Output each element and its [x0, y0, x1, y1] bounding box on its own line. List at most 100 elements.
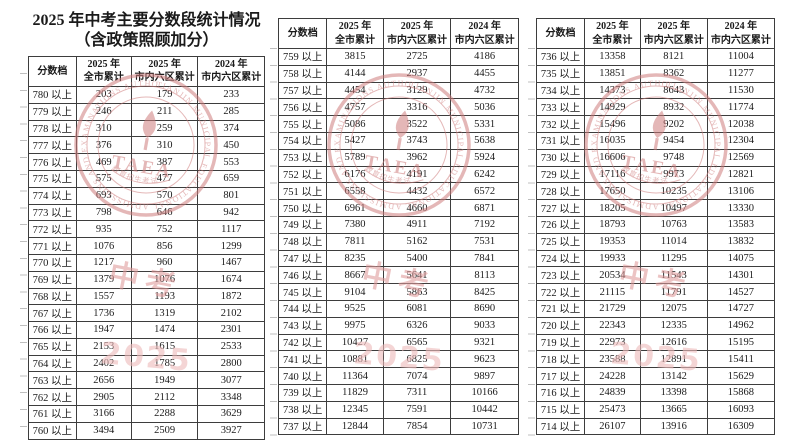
- table-row: 746 以上 8667 5641 8113: [277, 266, 519, 285]
- table-row: 718 以上 23588 12891 15411: [535, 350, 776, 369]
- score-threshold-cell: 719 以上: [535, 333, 586, 352]
- cumulative-count-cell: 4757: [326, 98, 384, 117]
- table-row: 760 以上 3494 2509 3927: [28, 421, 265, 440]
- score-threshold-cell: 764 以上: [28, 354, 77, 373]
- row-line-marks: [20, 73, 27, 429]
- cumulative-count-cell: 11774: [706, 98, 776, 117]
- table-row: 753 以上 5789 3962 5924: [277, 148, 519, 167]
- header-line: 2025 年: [87, 59, 121, 71]
- cumulative-count-cell: 7591: [382, 400, 452, 419]
- cumulative-count-cell: 13851: [584, 64, 641, 83]
- cumulative-count-cell: 5789: [326, 148, 384, 167]
- header-line: 2025 年: [400, 21, 434, 33]
- score-table-1: 分数档 2025 年全市累计 2025 年市内六区累计 2024 年市内六区累计…: [28, 55, 265, 440]
- cumulative-count-cell: 9321: [450, 333, 519, 352]
- cumulative-count-cell: 179: [130, 85, 199, 104]
- cumulative-count-cell: 2102: [197, 304, 265, 323]
- cumulative-count-cell: 11829: [326, 383, 384, 402]
- cumulative-count-cell: 7811: [326, 232, 384, 251]
- cumulative-count-cell: 1379: [75, 270, 132, 289]
- cumulative-count-cell: 8235: [326, 249, 384, 268]
- table-row: 742 以上 10427 6565 9321: [277, 333, 519, 352]
- cumulative-count-cell: 8113: [450, 266, 519, 285]
- cumulative-count-cell: 2656: [75, 371, 132, 390]
- score-threshold-cell: 775 以上: [28, 169, 77, 188]
- table-row: 761 以上 3166 2288 3629: [28, 405, 265, 423]
- cumulative-count-cell: 6565: [382, 333, 452, 352]
- cumulative-count-cell: 3743: [382, 131, 452, 150]
- cumulative-count-cell: 16309: [706, 417, 776, 436]
- cumulative-count-cell: 22343: [584, 316, 641, 335]
- cumulative-count-cell: 15629: [706, 367, 776, 385]
- cumulative-count-cell: 5086: [326, 115, 384, 133]
- table-row: 747 以上 8235 5400 7841: [277, 249, 519, 268]
- cumulative-count-cell: 2402: [75, 354, 132, 373]
- table-row: 744 以上 9525 6081 8690: [277, 299, 519, 318]
- cumulative-count-cell: 2800: [197, 354, 265, 373]
- score-threshold-cell: 726 以上: [535, 215, 586, 234]
- cumulative-count-cell: 960: [130, 253, 199, 272]
- table-row: 719 以上 22973 12616 15195: [535, 333, 776, 352]
- cumulative-count-cell: 374: [197, 119, 265, 138]
- score-threshold-cell: 722 以上: [535, 283, 586, 301]
- score-threshold-cell: 734 以上: [535, 81, 586, 100]
- cumulative-count-cell: 8425: [450, 283, 519, 301]
- cumulative-count-cell: 9202: [639, 115, 708, 133]
- cumulative-count-cell: 7311: [382, 383, 452, 402]
- cumulative-count-cell: 9454: [639, 131, 708, 150]
- cumulative-count-cell: 3962: [382, 148, 452, 167]
- cumulative-count-cell: 1736: [75, 304, 132, 323]
- cumulative-count-cell: 12075: [639, 299, 708, 318]
- header-line: 分数档: [287, 27, 318, 39]
- cumulative-count-cell: 8643: [639, 81, 708, 100]
- cumulative-count-cell: 259: [130, 119, 199, 138]
- cumulative-count-cell: 553: [197, 153, 265, 171]
- cumulative-count-cell: 19933: [584, 249, 641, 268]
- score-threshold-cell: 776 以上: [28, 153, 77, 171]
- cumulative-count-cell: 2112: [130, 388, 199, 407]
- cumulative-count-cell: 1117: [197, 220, 265, 239]
- header-line: 市内六区累计: [710, 34, 771, 46]
- cumulative-count-cell: 477: [130, 169, 199, 188]
- col-header-score-band: 分数档: [535, 18, 586, 49]
- score-threshold-cell: 744 以上: [277, 299, 328, 318]
- cumulative-count-cell: 2533: [197, 337, 265, 356]
- score-threshold-cell: 717 以上: [535, 367, 586, 385]
- score-threshold-cell: 767 以上: [28, 304, 77, 323]
- cumulative-count-cell: 4186: [450, 48, 519, 66]
- cumulative-count-cell: 15411: [706, 350, 776, 369]
- cumulative-count-cell: 6326: [382, 316, 452, 335]
- cumulative-count-cell: 9748: [639, 148, 708, 167]
- score-threshold-cell: 747 以上: [277, 249, 328, 268]
- table-row: 773 以上 798 646 942: [28, 203, 265, 222]
- cumulative-count-cell: 10881: [326, 350, 384, 369]
- header-line: 全市累计: [83, 72, 124, 84]
- score-threshold-cell: 750 以上: [277, 199, 328, 217]
- cumulative-count-cell: 6825: [382, 350, 452, 369]
- cumulative-count-cell: 10442: [450, 400, 519, 419]
- cumulative-count-cell: 4454: [326, 81, 384, 100]
- score-threshold-cell: 731 以上: [535, 131, 586, 150]
- cumulative-count-cell: 4732: [450, 81, 519, 100]
- cumulative-count-cell: 11014: [639, 232, 708, 251]
- cumulative-count-cell: 12304: [706, 131, 776, 150]
- cumulative-count-cell: 3494: [75, 421, 132, 440]
- score-threshold-cell: 753 以上: [277, 148, 328, 167]
- cumulative-count-cell: 4432: [382, 182, 452, 201]
- cumulative-count-cell: 13106: [706, 182, 776, 201]
- cumulative-count-cell: 376: [75, 136, 132, 155]
- score-threshold-cell: 763 以上: [28, 371, 77, 390]
- cumulative-count-cell: 13665: [639, 400, 708, 419]
- table-row: 727 以上 18205 10497 13330: [535, 199, 776, 217]
- cumulative-count-cell: 13398: [639, 383, 708, 402]
- cumulative-count-cell: 1785: [130, 354, 199, 373]
- cumulative-count-cell: 1674: [197, 270, 265, 289]
- table-row: 728 以上 17650 10235 13106: [535, 182, 776, 201]
- cumulative-count-cell: 22973: [584, 333, 641, 352]
- table-row: 764 以上 2402 1785 2800: [28, 354, 265, 373]
- table-row: 743 以上 9975 6326 9033: [277, 316, 519, 335]
- col-header-score-band: 分数档: [28, 55, 77, 87]
- cumulative-count-cell: 3629: [197, 405, 265, 423]
- cumulative-count-cell: 24228: [584, 367, 641, 385]
- cumulative-count-cell: 16606: [584, 148, 641, 167]
